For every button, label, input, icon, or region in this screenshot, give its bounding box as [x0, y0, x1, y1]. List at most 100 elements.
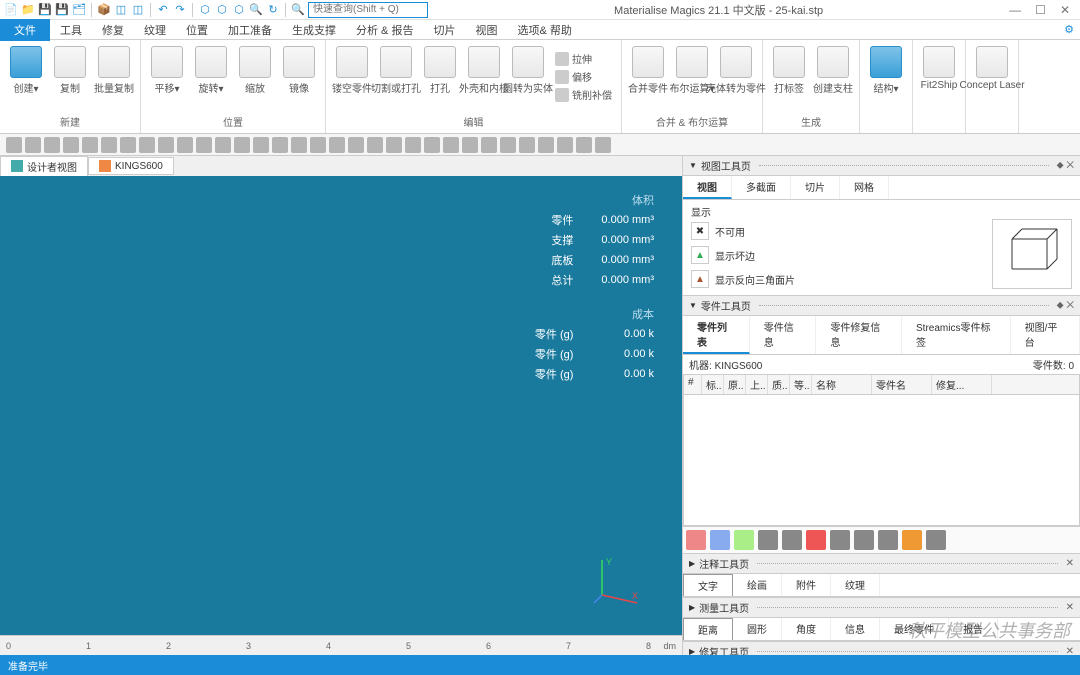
parts-tool-3[interactable]: [758, 530, 778, 550]
parts-tool-6[interactable]: [830, 530, 850, 550]
ribbon-创建支柱[interactable]: 创建支柱: [813, 46, 853, 95]
tab-纹理[interactable]: 纹理: [831, 574, 880, 596]
zoom-icon[interactable]: 🔍: [249, 3, 263, 17]
tab-Streamics零件标签[interactable]: Streamics零件标签: [902, 316, 1011, 354]
shape-tool-25[interactable]: [481, 137, 497, 153]
viewport-tab-KINGS600[interactable]: KINGS600: [88, 157, 174, 175]
shape-tool-1[interactable]: [25, 137, 41, 153]
view-opt-0[interactable]: ✖不可用: [691, 219, 982, 243]
tab-网格[interactable]: 网格: [840, 176, 889, 199]
shape-tool-20[interactable]: [386, 137, 402, 153]
ribbon-结构[interactable]: 结构▾: [866, 46, 906, 95]
panel-header-repair[interactable]: 修复工具页✕: [683, 642, 1080, 655]
shape-tool-24[interactable]: [462, 137, 478, 153]
redo-icon[interactable]: ↷: [173, 3, 187, 17]
orientation-cube[interactable]: [992, 219, 1072, 289]
ribbon-缩放[interactable]: 缩放: [235, 46, 275, 95]
new-icon[interactable]: 📄: [4, 3, 18, 17]
shape-tool-14[interactable]: [272, 137, 288, 153]
ribbon-壳体转为零件[interactable]: 壳体转为零件: [716, 46, 756, 95]
parts-tool-2[interactable]: [734, 530, 754, 550]
box2-icon[interactable]: ◫: [131, 3, 145, 17]
view-opt-1[interactable]: ▲显示坏边: [691, 243, 982, 267]
tab-报告[interactable]: 报告: [949, 618, 998, 640]
parts-tool-8[interactable]: [878, 530, 898, 550]
undo-icon[interactable]: ↶: [156, 3, 170, 17]
parts-tool-1[interactable]: [710, 530, 730, 550]
shape-tool-23[interactable]: [443, 137, 459, 153]
import-icon[interactable]: 📦: [97, 3, 111, 17]
menu-视图[interactable]: 视图: [465, 19, 507, 41]
minimize-button[interactable]: —: [1009, 3, 1021, 17]
tab-角度[interactable]: 角度: [782, 618, 831, 640]
ribbon-合并零件[interactable]: 合并零件: [628, 46, 668, 95]
axis-gizmo[interactable]: Y X: [592, 555, 642, 605]
cube3-icon[interactable]: ⬡: [232, 3, 246, 17]
shape-tool-7[interactable]: [139, 137, 155, 153]
shape-tool-11[interactable]: [215, 137, 231, 153]
ribbon-Concept Laser[interactable]: Concept Laser: [972, 46, 1012, 91]
ribbon-外壳和内核[interactable]: 外壳和内核: [464, 46, 504, 95]
parts-tool-7[interactable]: [854, 530, 874, 550]
shape-tool-19[interactable]: [367, 137, 383, 153]
parts-tool-9[interactable]: [902, 530, 922, 550]
ribbon-拉伸[interactable]: 拉伸: [552, 50, 615, 67]
tab-文字[interactable]: 文字: [683, 574, 733, 596]
parts-tool-10[interactable]: [926, 530, 946, 550]
shape-tool-30[interactable]: [576, 137, 592, 153]
refresh-icon[interactable]: ↻: [266, 3, 280, 17]
ribbon-旋转[interactable]: 旋转▾: [191, 46, 231, 95]
shape-tool-17[interactable]: [329, 137, 345, 153]
ribbon-批量复制[interactable]: 批量复制: [94, 46, 134, 95]
tab-视图/平台[interactable]: 视图/平台: [1011, 316, 1080, 354]
ribbon-铣削补偿[interactable]: 铣削补偿: [552, 86, 615, 103]
shape-tool-10[interactable]: [196, 137, 212, 153]
shape-tool-21[interactable]: [405, 137, 421, 153]
menu-纹理[interactable]: 纹理: [134, 19, 176, 41]
shape-tool-4[interactable]: [82, 137, 98, 153]
tab-视图[interactable]: 视图: [683, 176, 732, 199]
shape-tool-27[interactable]: [519, 137, 535, 153]
tab-信息[interactable]: 信息: [831, 618, 880, 640]
shape-tool-5[interactable]: [101, 137, 117, 153]
ribbon-打孔[interactable]: 打孔: [420, 46, 460, 95]
ribbon-复制[interactable]: 复制: [50, 46, 90, 95]
tab-切片[interactable]: 切片: [791, 176, 840, 199]
menu-分析 & 报告[interactable]: 分析 & 报告: [346, 19, 423, 41]
panel-header-view[interactable]: 视图工具页⬥ ✕: [683, 156, 1080, 176]
menu-工具[interactable]: 工具: [50, 19, 92, 41]
quick-search-input[interactable]: [308, 2, 428, 18]
menu-settings-icon[interactable]: ⚙: [1058, 21, 1080, 38]
ribbon-平移[interactable]: 平移▾: [147, 46, 187, 95]
open-icon[interactable]: 📁: [21, 3, 35, 17]
shape-tool-6[interactable]: [120, 137, 136, 153]
shape-tool-12[interactable]: [234, 137, 250, 153]
shape-tool-16[interactable]: [310, 137, 326, 153]
tab-零件信息[interactable]: 零件信息: [750, 316, 817, 354]
shape-tool-2[interactable]: [44, 137, 60, 153]
shape-tool-8[interactable]: [158, 137, 174, 153]
view-opt-2[interactable]: ▲显示反向三角面片: [691, 267, 982, 291]
shape-tool-15[interactable]: [291, 137, 307, 153]
parts-tool-0[interactable]: [686, 530, 706, 550]
shape-tool-22[interactable]: [424, 137, 440, 153]
panel-header-parts[interactable]: 零件工具页⬥ ✕: [683, 296, 1080, 316]
ribbon-偏移[interactable]: 偏移: [552, 68, 615, 85]
panel-header-annot[interactable]: 注释工具页✕: [683, 554, 1080, 574]
menu-切片[interactable]: 切片: [423, 19, 465, 41]
shape-tool-26[interactable]: [500, 137, 516, 153]
ribbon-镂空零件[interactable]: 镂空零件: [332, 46, 372, 95]
maximize-button[interactable]: ☐: [1035, 3, 1046, 17]
shape-tool-28[interactable]: [538, 137, 554, 153]
tab-圆形[interactable]: 圆形: [733, 618, 782, 640]
tab-多截面[interactable]: 多截面: [732, 176, 791, 199]
save-icon[interactable]: 💾: [38, 3, 52, 17]
ribbon-创建[interactable]: 创建▾: [6, 46, 46, 95]
parts-tool-5[interactable]: [806, 530, 826, 550]
menu-加工准备[interactable]: 加工准备: [218, 19, 282, 41]
cube2-icon[interactable]: ⬡: [215, 3, 229, 17]
shape-tool-29[interactable]: [557, 137, 573, 153]
save2-icon[interactable]: 💾: [55, 3, 69, 17]
parts-table[interactable]: #标..原..上..质..等..名称零件名修复...: [683, 374, 1080, 526]
tab-距离[interactable]: 距离: [683, 618, 733, 640]
